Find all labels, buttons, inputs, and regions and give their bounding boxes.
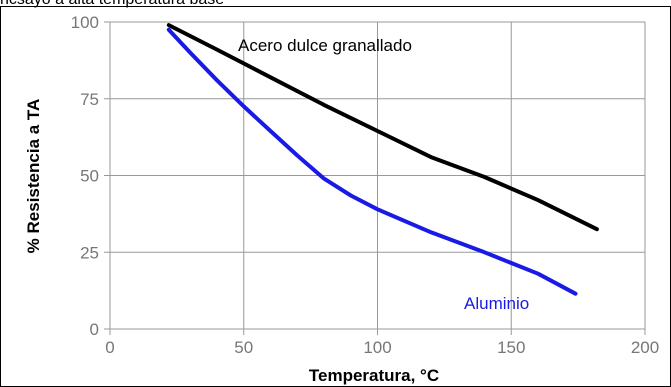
series-label-aluminio: Aluminio xyxy=(464,294,529,313)
top-caption: ncsayo a alta temperatura base xyxy=(0,0,224,9)
x-tick-label: 200 xyxy=(631,338,659,357)
x-tick-label: 150 xyxy=(497,338,525,357)
x-axis-title: Temperatura, °C xyxy=(309,366,439,385)
series-label-acero-dulce-granallado: Acero dulce granallado xyxy=(238,36,412,55)
series-line-acero-dulce-granallado xyxy=(166,23,599,232)
y-tick-label: 75 xyxy=(80,90,99,109)
y-tick-label: 100 xyxy=(71,13,99,32)
grid xyxy=(109,21,646,330)
axes: 0 50 100 150 200 0 25 50 75 100 xyxy=(71,13,660,357)
y-tick-label: 50 xyxy=(80,167,99,186)
series-line-aluminio xyxy=(166,27,578,296)
y-axis-title: % Resistencia a TA xyxy=(24,99,43,254)
y-tick-label: 0 xyxy=(90,320,99,339)
labels: Acero dulce granallado Aluminio xyxy=(238,36,529,313)
series xyxy=(166,23,599,296)
x-tick-label: 50 xyxy=(234,338,253,357)
y-tick-label: 25 xyxy=(80,243,99,262)
x-tick-label: 0 xyxy=(105,338,114,357)
x-tick-label: 100 xyxy=(363,338,391,357)
